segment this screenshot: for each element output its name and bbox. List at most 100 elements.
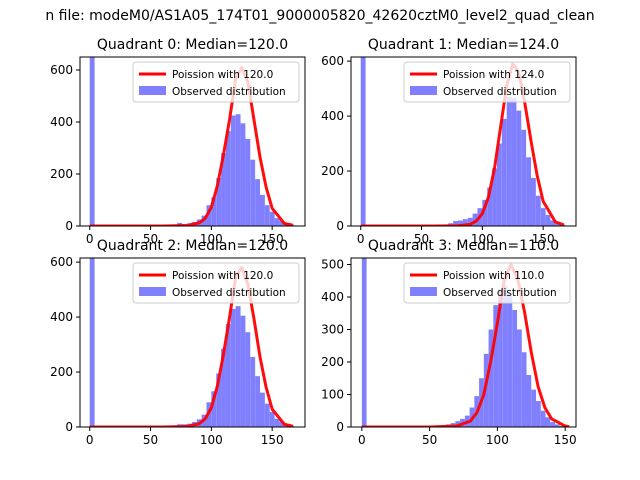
y-tick-label: 400 [50, 310, 73, 324]
legend: Poission with 120.0 Observed distribution [132, 262, 300, 304]
legend-label-observed: Observed distribution [443, 86, 557, 98]
x-tick-label: 50 [422, 433, 437, 447]
hist-bar [225, 131, 231, 226]
y-tick-label: 0 [65, 420, 73, 434]
x-tick-label: 150 [261, 232, 284, 246]
legend: Poission with 124.0 Observed distribution [403, 61, 571, 103]
hist-bar [279, 421, 285, 427]
figure-suptitle: n file: modeM0/AS1A05_174T01_9000005820_… [45, 8, 594, 24]
hist-bar [540, 208, 546, 226]
x-tick-label: 50 [143, 232, 158, 246]
x-tick-label: 0 [358, 433, 366, 447]
hist-bar [269, 211, 275, 226]
hist-bar [545, 215, 551, 226]
legend-box [403, 61, 571, 103]
axes-frame [79, 56, 306, 227]
hist-bar [255, 376, 260, 427]
y-tick-label: 200 [321, 355, 344, 369]
hist-bar [550, 220, 556, 226]
hist-bar [221, 348, 226, 427]
y-tick-label: 500 [321, 258, 344, 272]
x-tick-label: 0 [357, 232, 365, 246]
legend-label-poisson: Poission with 110.0 [443, 270, 544, 282]
legend-label-observed: Observed distribution [172, 287, 286, 299]
x-tick-label: 50 [414, 232, 429, 246]
hist-bar [458, 220, 463, 226]
legend-hist-swatch [139, 86, 166, 95]
legend-box [132, 61, 300, 103]
hist-bar [526, 375, 532, 427]
legend-hist-swatch [139, 287, 166, 296]
axes-frame [79, 257, 306, 428]
hist-bar [274, 418, 280, 427]
hist-bar [245, 332, 251, 427]
hist-bar [453, 221, 459, 226]
hist-bar [511, 98, 517, 226]
subplot-title: Quadrant 0: Median=120.0 [97, 37, 288, 53]
hist-bar [540, 410, 546, 427]
hist-bar [531, 389, 537, 427]
hist-bar [493, 305, 499, 427]
x-tick-label: 150 [532, 232, 555, 246]
hist-bar [521, 352, 527, 427]
x-tick-label: 100 [471, 232, 494, 246]
legend-label-poisson: Poission with 120.0 [172, 69, 273, 81]
hist-bar [211, 391, 217, 427]
plot-area [360, 57, 566, 226]
hist-bar [240, 315, 246, 427]
hist-bar [235, 114, 241, 226]
hist-bar [487, 187, 493, 226]
axes-frame [350, 56, 577, 227]
x-tick-label: 50 [143, 433, 158, 447]
x-tick-label: 100 [200, 232, 223, 246]
x-tick-label: 0 [86, 232, 94, 246]
hist-bar [225, 323, 231, 427]
hist-bar [492, 168, 497, 226]
y-tick-label: 200 [50, 365, 73, 379]
x-tick-label: 150 [554, 433, 577, 447]
legend-box [403, 262, 571, 304]
y-tick-label: 400 [50, 115, 73, 129]
hist-bar [240, 123, 246, 226]
subplot-title: Quadrant 2: Median=120.0 [97, 238, 288, 254]
legend-hist-swatch [410, 287, 437, 296]
legend: Poission with 120.0 Observed distribution [132, 61, 300, 103]
y-tick-label: 0 [65, 219, 73, 233]
y-tick-label: 600 [321, 54, 344, 68]
legend-label-observed: Observed distribution [172, 86, 286, 98]
hist-bar [521, 129, 527, 226]
legend-hist-swatch [410, 86, 437, 95]
legend-label-observed: Observed distribution [443, 287, 557, 299]
y-tick-label: 300 [321, 323, 344, 337]
poisson-line [360, 62, 565, 226]
axes-frame [350, 257, 577, 428]
hist-bar [264, 205, 270, 226]
hist-bar [507, 293, 513, 427]
hist-bar [526, 157, 531, 226]
y-tick-label: 0 [336, 420, 344, 434]
hist-bar [235, 306, 241, 427]
hist-bar [264, 403, 270, 427]
hist-bar [467, 217, 473, 226]
hist-bar [488, 329, 494, 427]
x-tick-label: 150 [261, 433, 284, 447]
y-tick-label: 600 [50, 255, 73, 269]
hist-bar [250, 159, 256, 226]
hist-bar [89, 258, 95, 427]
subplot-quadrant-0: 0 50 100 150 0 200 400 600 Quadrant 0: Median=12… [50, 37, 306, 246]
hist-bar [230, 115, 236, 226]
hist-bar [361, 258, 367, 427]
y-tick-label: 200 [321, 164, 344, 178]
hist-bar [260, 194, 265, 226]
hist-bar [255, 179, 260, 226]
y-tick-label: 100 [321, 388, 344, 402]
hist-bar [550, 422, 555, 427]
subplot-quadrant-3: 0 50 100 150 0 100 200 300 400 500 Quadrant 3: Med… [321, 238, 577, 447]
legend-box [132, 262, 300, 304]
hist-bar [216, 177, 222, 226]
hist-bar [221, 153, 226, 226]
hist-bar [545, 417, 551, 427]
subplot-quadrant-1: 0 50 100 150 0 200 400 600 Quadrant 1: Median=12… [321, 37, 577, 246]
x-tick-label: 100 [486, 433, 509, 447]
subplot-quadrant-2: 0 50 100 150 0 200 400 600 Quadrant 2: Median=12… [50, 238, 306, 447]
